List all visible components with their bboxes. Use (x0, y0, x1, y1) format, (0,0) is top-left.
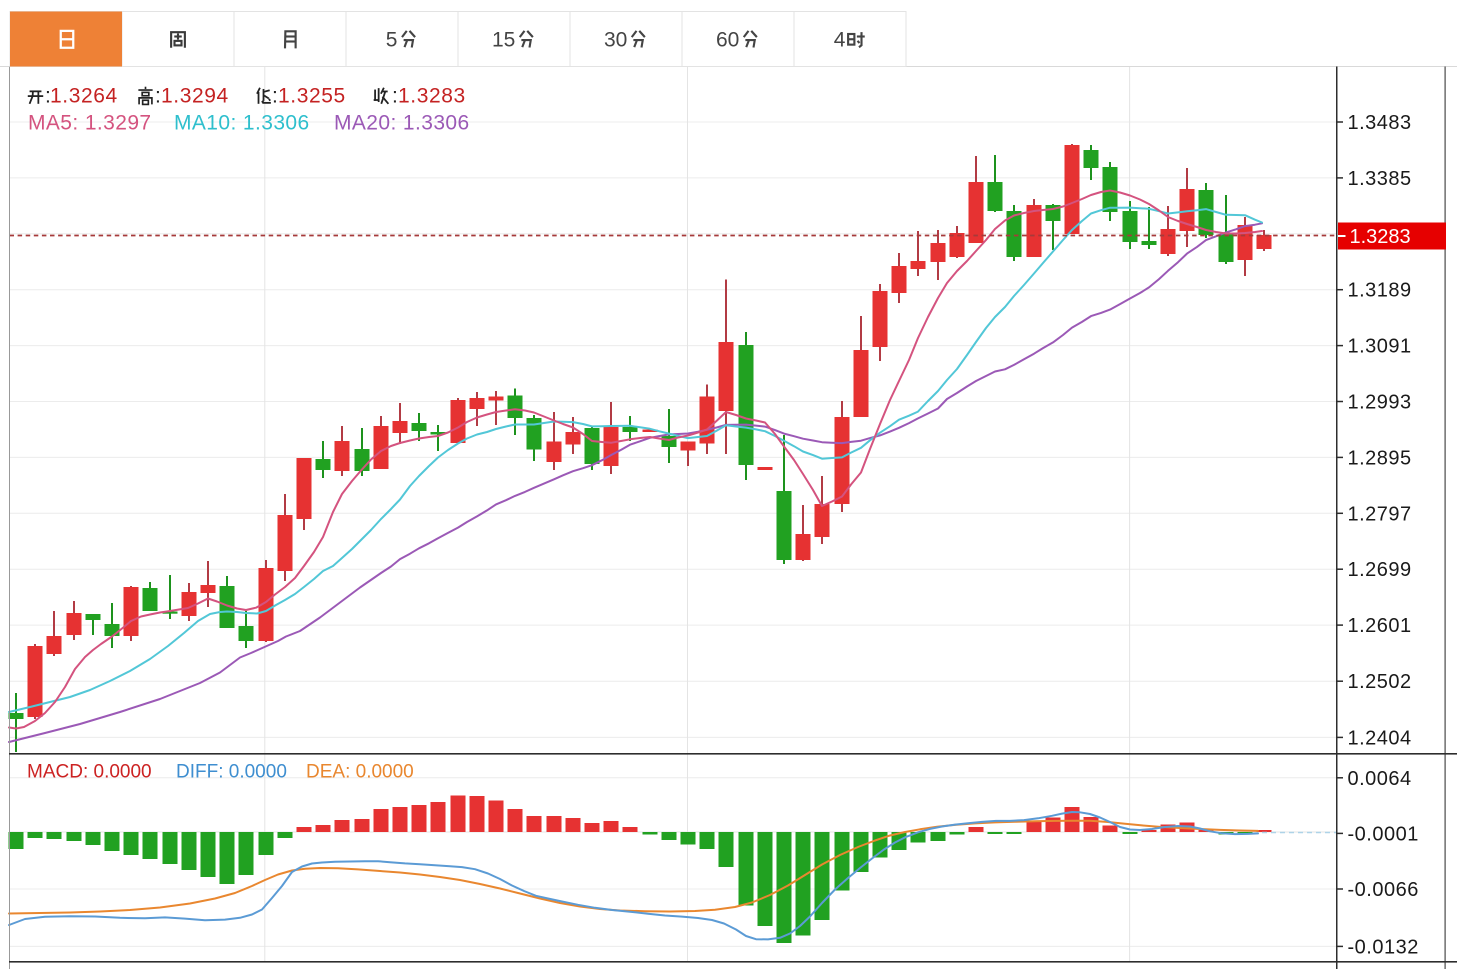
svg-text::: : (272, 85, 278, 108)
svg-text::: : (392, 85, 398, 108)
svg-text:1.2797: 1.2797 (1348, 503, 1412, 525)
svg-text:1.3483: 1.3483 (1348, 112, 1412, 134)
svg-text:DIFF: 0.0000: DIFF: 0.0000 (176, 762, 287, 783)
svg-text:1.3283: 1.3283 (1350, 226, 1411, 248)
svg-text:1.2404: 1.2404 (1348, 727, 1412, 749)
svg-text:1.3091: 1.3091 (1348, 336, 1412, 358)
svg-text:1.3283: 1.3283 (398, 85, 466, 108)
svg-text::: : (45, 85, 51, 108)
svg-text:15: 15 (492, 29, 515, 52)
svg-text:MA20: 1.3306: MA20: 1.3306 (334, 112, 470, 135)
svg-text:0.0064: 0.0064 (1348, 768, 1412, 790)
svg-text:60: 60 (716, 29, 739, 52)
svg-text:1.3385: 1.3385 (1348, 168, 1412, 190)
svg-text:1.2993: 1.2993 (1348, 392, 1412, 414)
svg-text:MA5: 1.3297: MA5: 1.3297 (28, 112, 151, 135)
svg-text:1.2699: 1.2699 (1348, 559, 1412, 581)
svg-text:1.3264: 1.3264 (50, 85, 118, 108)
svg-text:-0.0066: -0.0066 (1348, 879, 1419, 901)
svg-text:DEA: 0.0000: DEA: 0.0000 (306, 762, 414, 783)
svg-text:5: 5 (386, 29, 398, 52)
svg-text:1.3294: 1.3294 (161, 85, 229, 108)
svg-text:MACD: 0.0000: MACD: 0.0000 (27, 762, 152, 783)
svg-text:1.2502: 1.2502 (1348, 671, 1412, 693)
svg-text:-0.0132: -0.0132 (1348, 936, 1419, 958)
svg-text:MA10: 1.3306: MA10: 1.3306 (174, 112, 310, 135)
svg-text:30: 30 (604, 29, 627, 52)
svg-text:1.2895: 1.2895 (1348, 447, 1412, 469)
svg-text:1.2601: 1.2601 (1348, 615, 1412, 637)
svg-text:4: 4 (834, 29, 846, 52)
svg-text:1.3255: 1.3255 (278, 85, 346, 108)
svg-text::: : (155, 85, 161, 108)
svg-text:-0.0001: -0.0001 (1348, 823, 1419, 845)
svg-text:1.3189: 1.3189 (1348, 280, 1412, 302)
